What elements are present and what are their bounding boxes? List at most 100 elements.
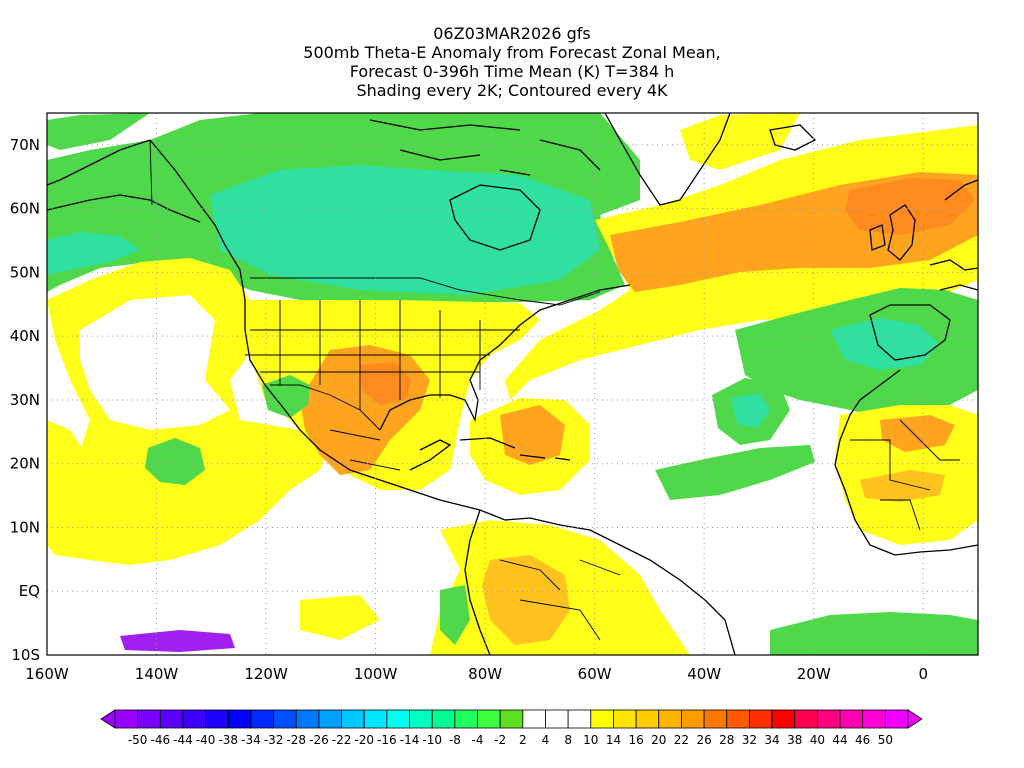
map-plot-area: [47, 113, 978, 655]
colorbar-swatch: [884, 709, 909, 729]
lat-tick-label: 40N: [10, 327, 40, 345]
border-us-mexico: [270, 384, 381, 431]
lon-tick-label: 80W: [468, 665, 502, 683]
colorbar-swatch: [749, 709, 773, 729]
orange-dark-region-texas: [360, 362, 412, 405]
colorbar-tick-label: -40: [196, 733, 216, 747]
green-region-pacific-west: [47, 232, 140, 275]
coast-iberia: [869, 304, 951, 361]
colorbar-swatch: [182, 709, 207, 729]
lat-tick-label: 10S: [11, 646, 40, 664]
yellow-region-east-pacific: [300, 595, 380, 640]
colorbar-swatch: [726, 709, 750, 729]
lat-tick-label: 20N: [10, 455, 40, 473]
anomaly-shading: [47, 113, 978, 655]
colorbar-tick-label: -44: [173, 733, 193, 747]
lat-tick-label: 10N: [10, 518, 40, 536]
coast-arctic-islands: [369, 119, 601, 176]
border-africa: [850, 419, 960, 531]
green-region-cyan-core2: [210, 165, 600, 295]
colorbar-tick-label: 28: [719, 733, 734, 747]
colorbar-tick-label: 46: [855, 733, 870, 747]
colorbar-tick-label: 14: [606, 733, 621, 747]
coast-alaska: [47, 139, 201, 223]
lon-tick-label: 160W: [25, 665, 69, 683]
colorbar-labels: -50 -46 -44 -40 -38 -34 -32 -28 -26 -22 -20 -16 -14-…: [128, 733, 893, 747]
colorbar-swatch: [567, 709, 592, 729]
colorbar-swatch: [295, 709, 320, 729]
border-south-america: [499, 559, 621, 641]
colorbar-swatch: [363, 709, 388, 729]
lat-tick-label: 30N: [10, 391, 40, 409]
colorbar-swatch: [839, 709, 864, 729]
colorbar-swatch: [658, 709, 682, 729]
colorbar-tick-label: 8: [564, 733, 572, 747]
colorbar-tick-label: -14: [400, 733, 420, 747]
coast-europe: [929, 179, 978, 291]
colorbar-tick-label: 50: [878, 733, 893, 747]
green-region-pacific-south: [440, 585, 470, 645]
colorbar-tick-label: -8: [449, 733, 461, 747]
colorbar-tick-label: -28: [286, 733, 306, 747]
colorbar-swatch: [590, 709, 614, 729]
title-line-2: 500mb Theta-E Anomaly from Forecast Zona…: [303, 43, 721, 62]
colorbar-tick-label: 26: [696, 733, 711, 747]
green-region-bering: [47, 113, 150, 150]
colorbar-tick-label: -10: [422, 733, 442, 747]
colorbar-tick-label: 22: [674, 733, 689, 747]
colorbar-tick-label: 4: [542, 733, 550, 747]
colorbar-tick-label: 32: [742, 733, 757, 747]
colorbar-tick-label: 44: [832, 733, 847, 747]
colorbar-swatch: [409, 709, 433, 729]
colorbar-swatch: [703, 709, 728, 729]
title-line-3: Forecast 0-396h Time Mean (K) T=384 h: [349, 62, 675, 81]
lon-tick-label: 0: [918, 665, 928, 683]
colorbar-tick-label: 10: [583, 733, 598, 747]
colorbar-swatch: [454, 709, 478, 729]
purple-region-south-pacific: [120, 630, 235, 652]
colorbar-tick-label: -4: [472, 733, 484, 747]
colorbar-tick-label: -26: [309, 733, 329, 747]
coast-north-africa: [834, 369, 978, 556]
colorbar-swatch: [205, 709, 229, 729]
colorbar-swatch: [681, 709, 705, 729]
yellow-region-hawaii: [47, 420, 90, 470]
colorbar-swatch: [318, 709, 342, 729]
border-us-canada: [250, 277, 601, 306]
colorbar-tick-label: -2: [494, 733, 506, 747]
green-region-baja: [262, 375, 310, 418]
title-line-4: Shading every 2K; Contoured every 4K: [356, 81, 668, 100]
colorbar-swatch: [114, 709, 139, 729]
colorbar-swatch: [227, 709, 252, 729]
coast-north-america-west: [149, 139, 481, 511]
colorbar-tick-label: -46: [151, 733, 171, 747]
colorbar-swatch: [794, 709, 818, 729]
plot-frame: [46, 112, 979, 656]
border-mexico: [329, 429, 401, 471]
yellow-region-west-africa-2: [860, 470, 945, 502]
lon-tick-label: 40W: [687, 665, 721, 683]
lon-tick-label: 60W: [578, 665, 612, 683]
colorbar-tick-label: -50: [128, 733, 148, 747]
colorbar-tick-label: 34: [764, 733, 779, 747]
colorbar-swatch: [522, 709, 546, 729]
colorbar-swatch: [499, 709, 524, 729]
green-region-south-atlantic: [770, 612, 978, 655]
latitude-axis-labels: 70N 60N 50N 40N 30N 20N 10N EQ 10S: [10, 136, 40, 664]
colorbar-swatch: [816, 709, 841, 729]
colorbar-tick-label: -16: [377, 733, 397, 747]
colorbar-tick-label: 2: [519, 733, 527, 747]
lat-tick-label: 50N: [10, 263, 40, 281]
colorbar-swatch: [477, 709, 501, 729]
coast-greenland: [604, 113, 731, 206]
green-region-atlantic-band: [655, 445, 815, 500]
green-region-hawaii: [145, 438, 205, 485]
colorbar-swatch: [771, 709, 796, 729]
lat-tick-label: 60N: [10, 200, 40, 218]
coast-south-america: [464, 509, 736, 655]
lat-lon-grid: [47, 113, 978, 655]
colorbar-tick-label: 20: [651, 733, 666, 747]
colorbar-swatch: [431, 709, 456, 729]
longitude-axis-labels: 160W 140W 120W 100W 80W 60W 40W 20W 0: [25, 665, 928, 683]
colorbar-tick-label: -38: [218, 733, 238, 747]
